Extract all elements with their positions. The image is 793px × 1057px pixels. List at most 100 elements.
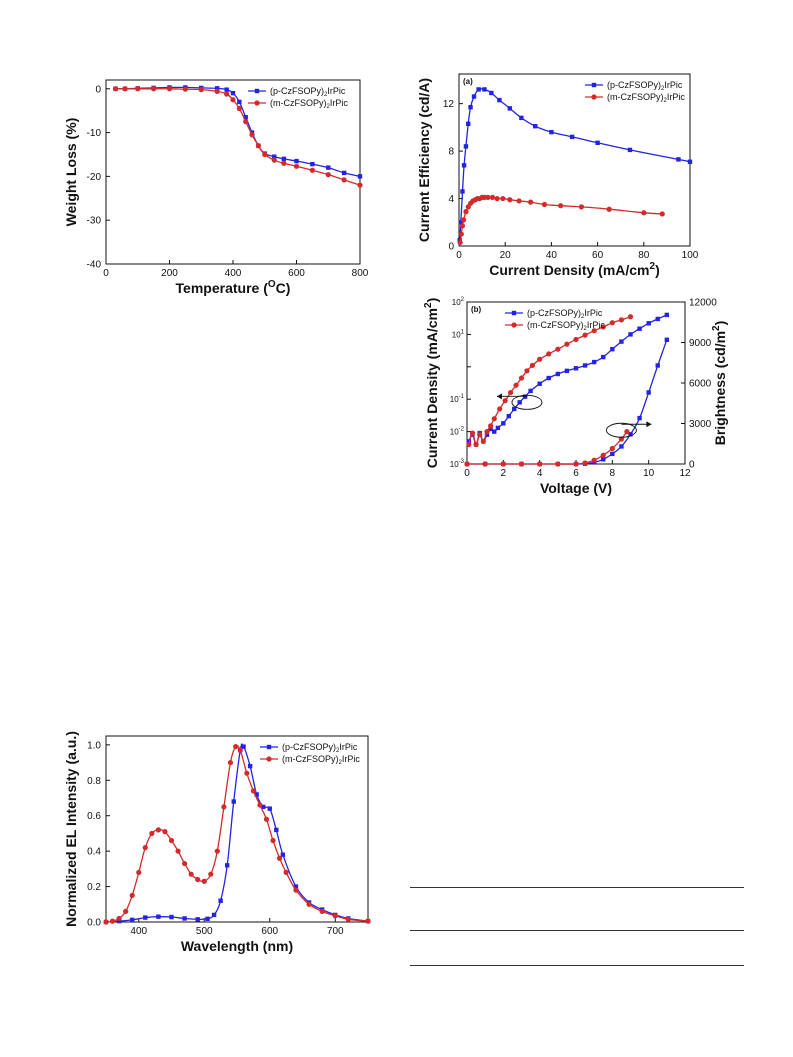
x-tick-label: 4 [537,468,543,479]
y-tick-label: 0.6 [87,811,101,822]
data-point [541,201,548,208]
data-point [281,160,287,166]
table-bottom-rule [410,965,744,966]
data-point [578,204,585,210]
legend-marker [254,100,260,106]
data-point [319,908,325,914]
data-point [624,429,630,435]
y-tick-label: 10-1 [450,394,465,404]
data-point [466,439,472,444]
y-tick-label: 12 [443,99,455,110]
y2-tick-label: 0 [689,460,695,471]
data-point [169,914,174,920]
legend-marker [266,744,272,750]
y-tick-label: 101 [452,329,465,339]
data-point [494,195,500,202]
data-point [149,830,155,837]
x-axis-label: Wavelength (nm) [181,938,293,954]
data-point [558,203,564,209]
data-point [459,223,466,229]
data-point [458,220,464,225]
y-tick-label: 102 [452,297,465,307]
x-tick-label: 600 [288,268,305,279]
data-point [533,123,538,129]
y-tick-label: 0.4 [87,847,101,858]
series-line [105,743,369,923]
data-point [471,94,477,99]
data-point [637,415,642,421]
data-point [468,105,473,110]
data-point [293,884,299,889]
data-point [507,106,513,111]
data-point [182,86,188,92]
data-point [549,129,554,135]
legend-label: (p-CzFSOPy)2IrPic [527,308,603,320]
x-tick-label: 20 [500,250,512,261]
legend-label: (p-CzFSOPy)2IrPic [270,86,346,98]
data-point [214,848,220,854]
data-point [262,151,268,158]
data-point [513,382,519,388]
panel-label: (a) [463,77,473,86]
data-point [482,87,487,92]
data-point [136,869,142,875]
data-point [537,461,543,467]
data-point [274,827,279,833]
series-line [468,314,668,446]
y2-axis-label: Brightness (cd/m2) [711,321,728,446]
data-point [458,231,464,237]
data-point [641,210,647,216]
data-point [218,898,223,903]
data-point [272,154,277,159]
data-point [627,147,633,153]
legend-label: (p-CzFSOPy)2IrPic [607,80,683,92]
data-point [116,918,122,924]
y-tick-label: 0.2 [87,882,101,893]
data-point [564,368,570,374]
data-point [151,86,157,92]
data-point [618,317,625,323]
y-tick-label: 0.0 [87,918,101,929]
data-point [500,461,506,467]
data-point [195,917,200,922]
x-axis-label: Temperature (OC) [176,279,291,296]
data-point [325,172,331,178]
data-point [569,134,575,140]
x-tick-label: 2 [501,468,507,479]
data-point [255,143,261,149]
series-2 [466,314,634,448]
series-line [467,339,668,465]
y2-tick-label: 9000 [689,338,712,349]
data-point [463,144,469,149]
data-point [250,788,256,794]
data-point [135,86,141,92]
data-point [466,441,472,448]
x-axis-label: Voltage (V) [540,480,612,496]
data-point [464,461,470,467]
data-point [243,115,248,120]
data-point [231,799,236,804]
data-point [488,426,493,432]
data-point [573,461,579,467]
x-tick-label: 800 [352,268,369,279]
x-tick-label: 12 [679,468,691,479]
legend-marker [511,322,517,328]
y-tick-label: 0 [95,84,101,95]
current-efficiency-chart: 0 20 40 60 80 100 0 4 8 12 Current Density (mA/cm2… [416,73,699,278]
data-point [489,90,494,96]
data-point [507,197,513,203]
data-point [619,444,624,449]
data-point [500,195,506,202]
series-1 [464,337,670,467]
series-1 [457,194,665,246]
data-point [512,406,517,412]
data-point [224,91,230,97]
x-tick-label: 200 [161,268,178,279]
data-point [595,140,600,145]
y-axis-label: Normalized EL Intensity (a.u.) [63,731,79,927]
y-tick-label: 0.8 [87,776,101,787]
data-point [166,86,173,92]
data-point [310,161,315,167]
annotation-arrowhead [646,421,652,428]
y-tick-label: 10-3 [450,459,465,469]
